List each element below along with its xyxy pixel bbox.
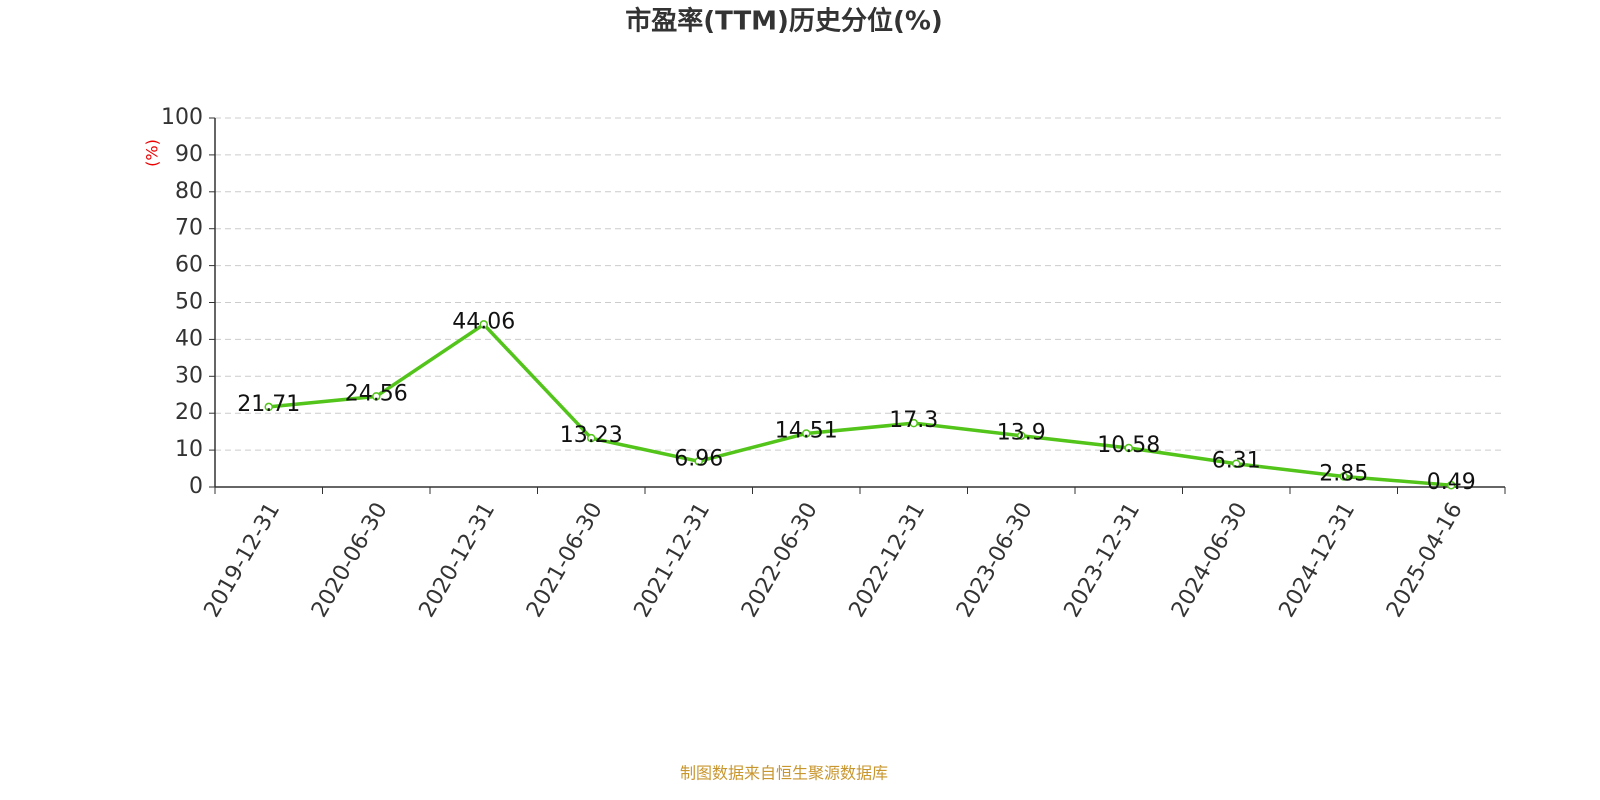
- x-tick-label: 2022-12-31: [845, 499, 931, 622]
- x-tick-label: 2024-12-31: [1275, 499, 1361, 622]
- marker: [694, 457, 703, 466]
- marker: [1124, 443, 1133, 453]
- y-tick-label: 60: [175, 253, 203, 278]
- y-tick-label: 100: [161, 105, 203, 130]
- y-tick-label: 50: [175, 290, 203, 315]
- marker: [802, 429, 811, 438]
- data-label: 10.58: [1097, 433, 1160, 458]
- marker: [1232, 459, 1241, 468]
- x-tick-label: 2021-12-31: [630, 499, 716, 622]
- chart-title: 市盈率(TTM)历史分位(%): [625, 6, 943, 37]
- x-tick-label: 2023-12-31: [1060, 499, 1146, 622]
- data-label: 13.23: [560, 423, 623, 448]
- x-tick-label: 2020-12-31: [415, 499, 501, 622]
- footer: 制图数据来自恒生聚源数据库: [680, 764, 888, 783]
- data-label: 6.96: [674, 446, 723, 471]
- data-label: 21.71: [237, 392, 300, 417]
- data-label: 13.9: [997, 421, 1046, 446]
- marker: [1447, 480, 1456, 490]
- y-axis-label: (%): [143, 139, 162, 167]
- data-label: 17.3: [889, 408, 938, 433]
- data-label: 14.51: [775, 418, 838, 443]
- y-tick-label: 70: [175, 216, 203, 241]
- data-label: 6.31: [1212, 449, 1261, 474]
- y-tick-label: 30: [175, 363, 203, 388]
- data-label: 2.85: [1319, 461, 1368, 486]
- x-tick-label: 2023-06-30: [952, 499, 1038, 622]
- x-tick-label: 2024-06-30: [1167, 499, 1253, 622]
- marker: [1017, 431, 1026, 440]
- x-tick-label: 2020-06-30: [307, 499, 393, 622]
- y-tick-label: 0: [189, 474, 203, 499]
- x-tick-label: 2021-06-30: [522, 499, 608, 622]
- y-tick-label: 80: [175, 179, 203, 204]
- x-tick-label: 2025-04-16: [1382, 499, 1468, 622]
- marker: [909, 418, 918, 428]
- x-tick-label: 2022-06-30: [737, 499, 823, 622]
- y-tick-label: 90: [175, 142, 203, 167]
- marker: [479, 320, 488, 329]
- marker: [1339, 472, 1348, 481]
- marker: [264, 402, 273, 412]
- data-label: 44.06: [452, 309, 515, 334]
- y-tick-label: 40: [175, 326, 203, 351]
- marker: [587, 433, 596, 443]
- data-label: 0.49: [1427, 470, 1476, 495]
- x-tick-label: 2019-12-31: [200, 499, 286, 622]
- data-label: 24.56: [345, 381, 408, 406]
- line: [268, 322, 1452, 487]
- marker: [372, 392, 381, 401]
- y-tick-label: 10: [175, 437, 203, 462]
- y-tick-label: 20: [175, 400, 203, 425]
